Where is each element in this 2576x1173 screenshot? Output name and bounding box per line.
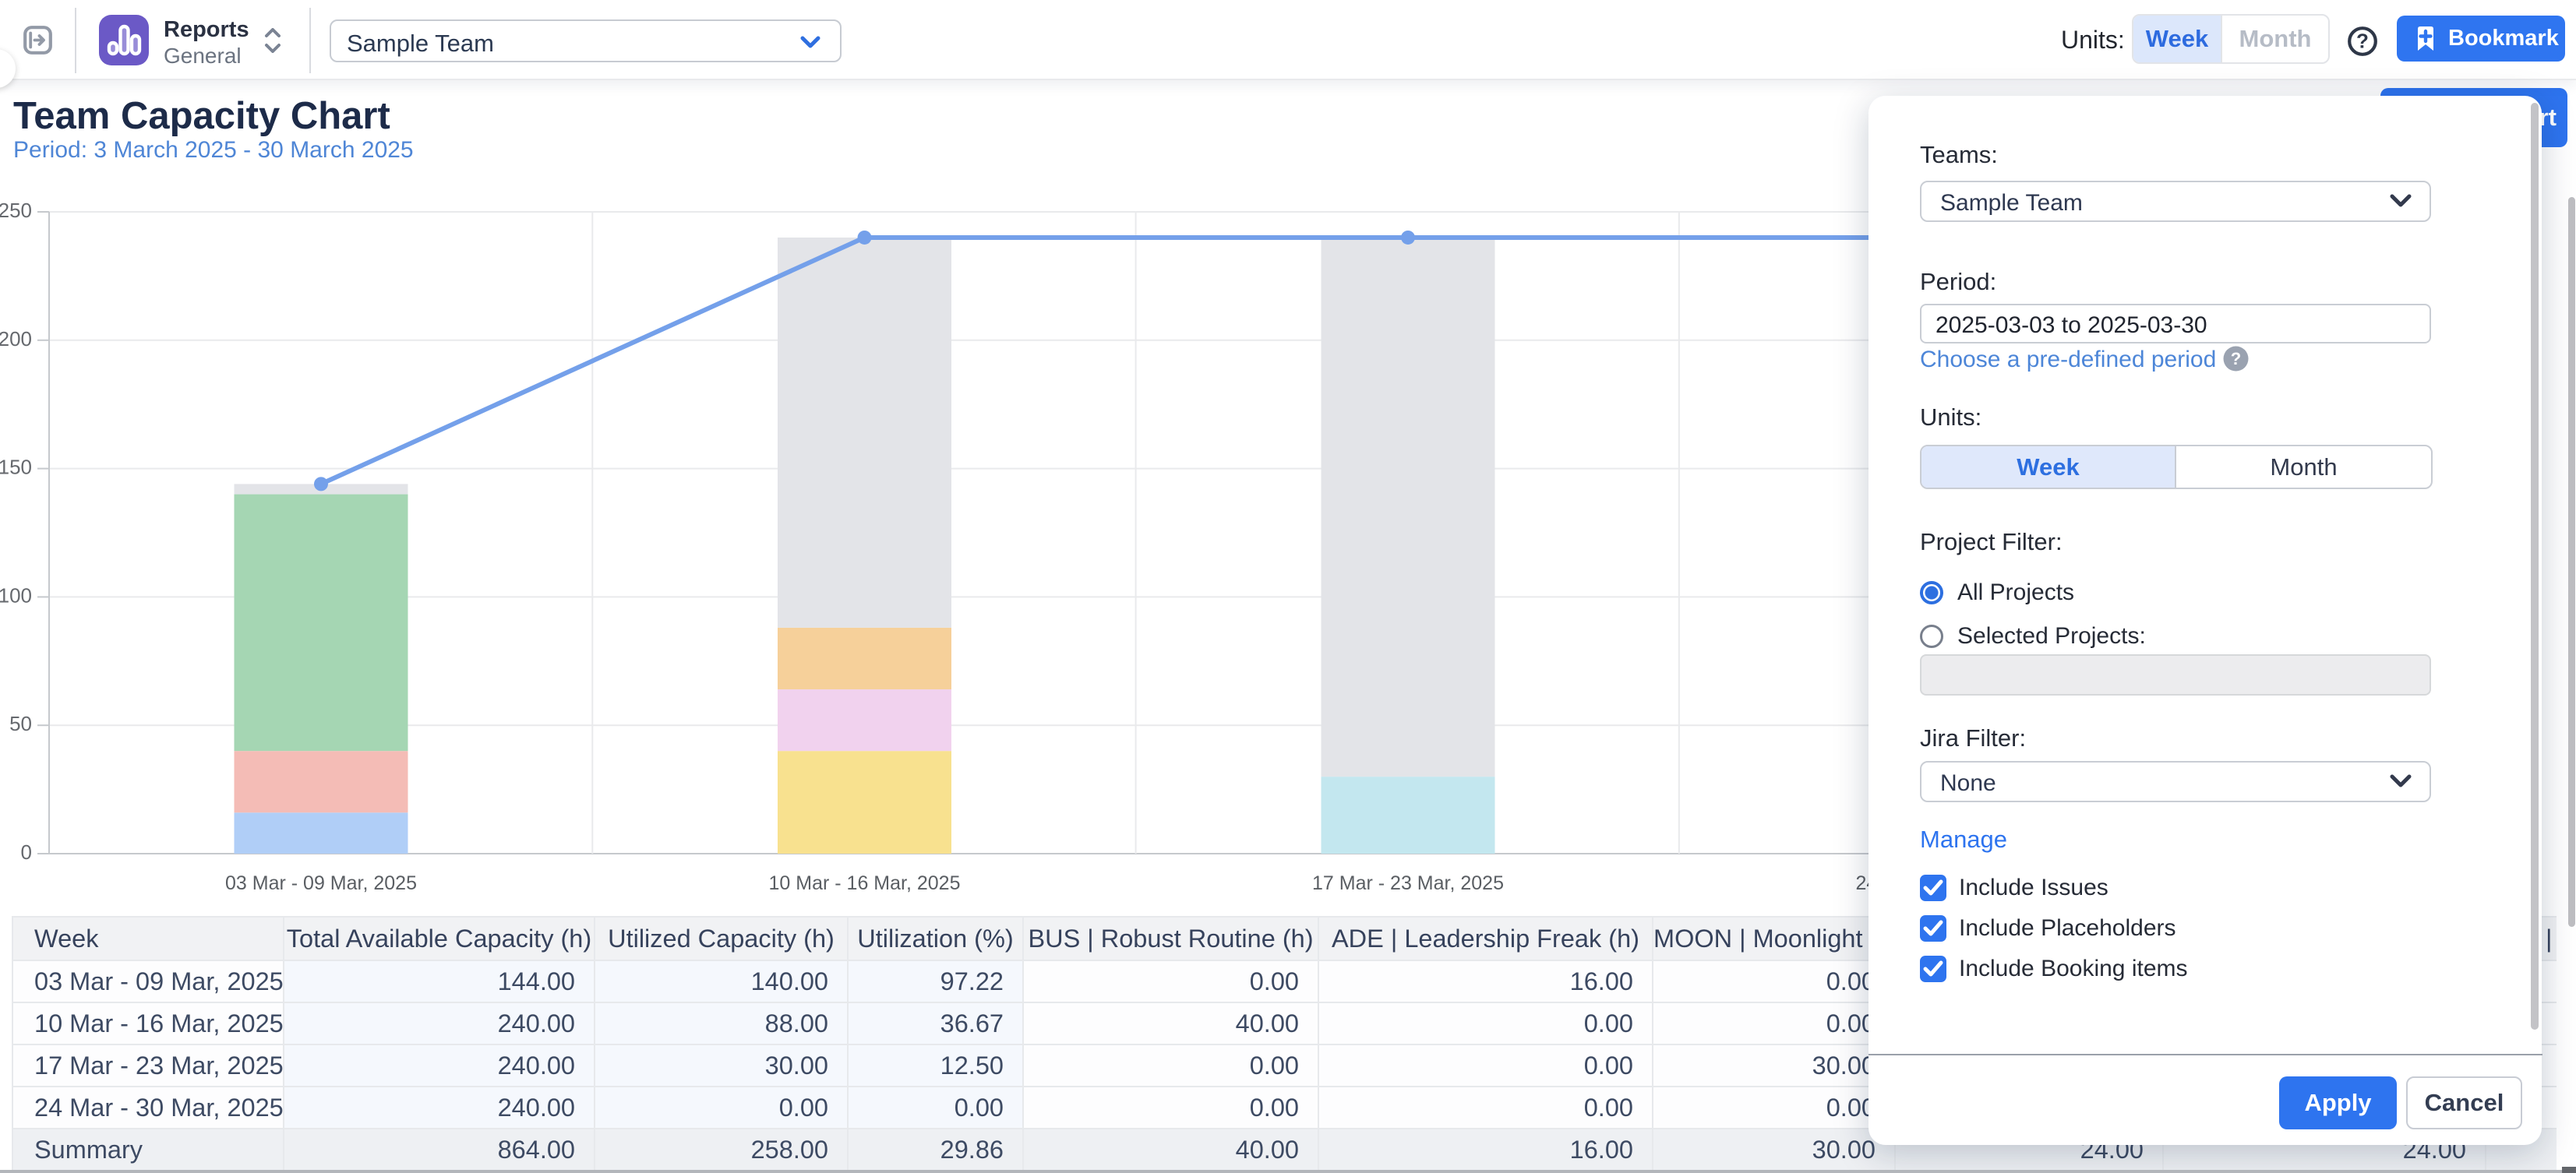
- svg-text:17 Mar - 23 Mar, 2025: 17 Mar - 23 Mar, 2025: [1312, 872, 1504, 894]
- svg-text:100: 100: [0, 583, 32, 607]
- svg-text:?: ?: [2230, 349, 2240, 368]
- svg-text:250: 250: [0, 199, 32, 222]
- svg-text:0: 0: [21, 840, 32, 864]
- svg-text:03 Mar - 09 Mar, 2025: 03 Mar - 09 Mar, 2025: [225, 872, 417, 894]
- svg-text:?: ?: [2356, 30, 2369, 53]
- svg-text:10 Mar - 16 Mar, 2025: 10 Mar - 16 Mar, 2025: [769, 872, 961, 894]
- svg-text:150: 150: [0, 456, 32, 479]
- svg-text:50: 50: [9, 712, 32, 735]
- svg-text:200: 200: [0, 327, 32, 350]
